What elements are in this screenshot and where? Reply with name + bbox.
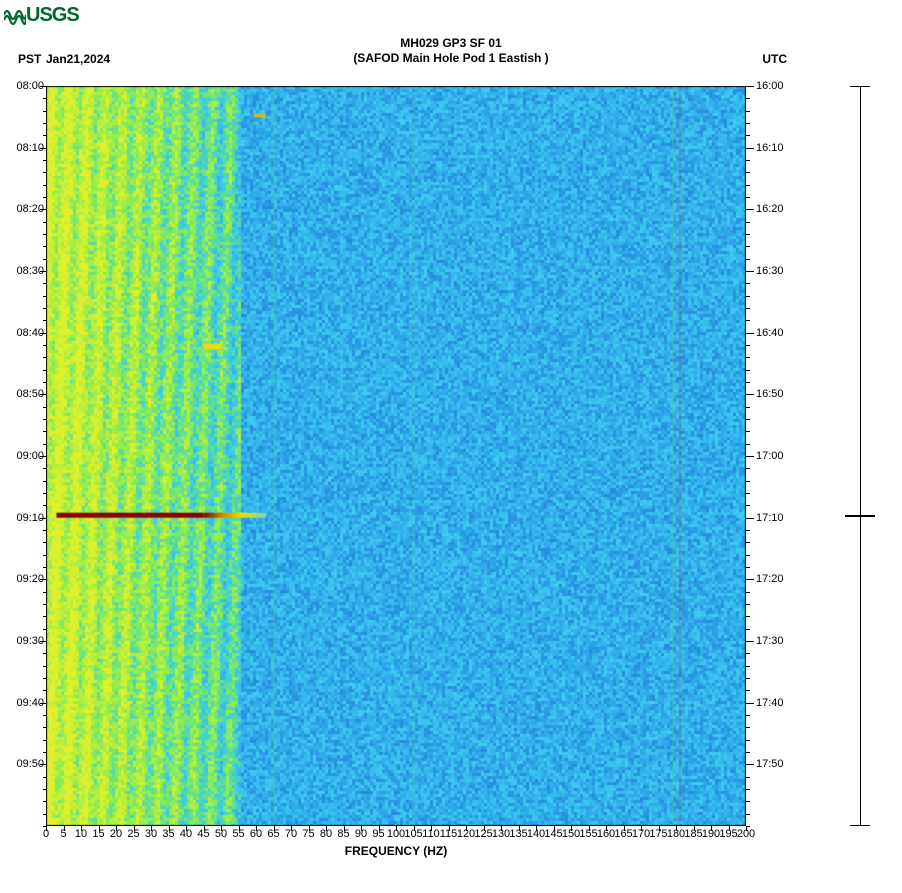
y-left-label: 08:20 [16, 203, 44, 215]
x-label: 195 [719, 828, 737, 840]
y-right-label: 16:40 [756, 327, 784, 339]
y-right-label: 17:10 [756, 512, 784, 524]
x-label: 65 [267, 828, 279, 840]
x-label: 180 [667, 828, 685, 840]
x-label: 50 [215, 828, 227, 840]
y-right-label: 17:20 [756, 573, 784, 585]
y-left-label: 08:00 [16, 80, 44, 92]
x-axis-title: FREQUENCY (HZ) [46, 844, 746, 858]
x-label: 20 [110, 828, 122, 840]
y-axis-right-labels: 16:0016:1016:2016:3016:4016:5017:0017:10… [756, 86, 796, 826]
x-label: 70 [285, 828, 297, 840]
y-left-label: 08:40 [16, 327, 44, 339]
scalebar-event-tick [845, 515, 875, 517]
x-label: 80 [320, 828, 332, 840]
spectrogram-canvas [46, 86, 746, 826]
x-label: 120 [457, 828, 475, 840]
pst-label: PST [18, 52, 41, 66]
utc-label: UTC [762, 52, 787, 66]
x-label: 55 [232, 828, 244, 840]
spectrogram-plot [46, 86, 746, 826]
y-right-label: 16:10 [756, 142, 784, 154]
y-left-label: 08:50 [16, 388, 44, 400]
x-label: 125 [474, 828, 492, 840]
title-line1: MH029 GP3 SF 01 [0, 36, 902, 51]
x-label: 135 [509, 828, 527, 840]
y-right-label: 16:50 [756, 388, 784, 400]
x-label: 190 [702, 828, 720, 840]
x-label: 115 [440, 828, 458, 840]
x-label: 100 [387, 828, 405, 840]
x-label: 200 [737, 828, 755, 840]
x-label: 5 [60, 828, 66, 840]
y-right-label: 17:00 [756, 450, 784, 462]
x-label: 85 [337, 828, 349, 840]
x-label: 15 [92, 828, 104, 840]
scalebar-top-tick [850, 86, 870, 87]
x-label: 165 [614, 828, 632, 840]
x-label: 95 [372, 828, 384, 840]
logo-text: USGS [26, 4, 79, 26]
x-label: 60 [250, 828, 262, 840]
x-label: 110 [422, 828, 440, 840]
x-label: 25 [127, 828, 139, 840]
y-right-label: 17:50 [756, 758, 784, 770]
y-right-label: 16:30 [756, 265, 784, 277]
scalebar-line [860, 86, 861, 826]
x-label: 0 [43, 828, 49, 840]
x-label: 140 [527, 828, 545, 840]
x-label: 10 [75, 828, 87, 840]
scalebar-bottom-tick [850, 825, 870, 826]
time-scalebar [850, 86, 880, 826]
y-left-label: 09:20 [16, 573, 44, 585]
y-left-label: 09:50 [16, 758, 44, 770]
y-axis-left-labels: 08:0008:1008:2008:3008:4008:5009:0009:10… [4, 86, 44, 826]
x-label: 175 [649, 828, 667, 840]
x-label: 40 [180, 828, 192, 840]
y-left-label: 08:30 [16, 265, 44, 277]
y-axis-right-ticks [746, 86, 756, 826]
x-label: 150 [562, 828, 580, 840]
x-label: 170 [632, 828, 650, 840]
y-left-label: 09:40 [16, 697, 44, 709]
usgs-logo: USGS [4, 4, 79, 27]
date-label: Jan21,2024 [46, 52, 110, 66]
y-right-label: 16:00 [756, 80, 784, 92]
x-label: 75 [302, 828, 314, 840]
x-label: 35 [162, 828, 174, 840]
x-label: 130 [492, 828, 510, 840]
x-label: 155 [579, 828, 597, 840]
x-label: 185 [684, 828, 702, 840]
y-left-label: 09:30 [16, 635, 44, 647]
x-label: 105 [404, 828, 422, 840]
x-label: 90 [355, 828, 367, 840]
y-left-label: 09:00 [16, 450, 44, 462]
x-label: 30 [145, 828, 157, 840]
y-right-label: 16:20 [756, 203, 784, 215]
y-left-label: 09:10 [16, 512, 44, 524]
x-label: 160 [597, 828, 615, 840]
x-axis-labels: 0510152025303540455055606570758085909510… [46, 828, 746, 842]
x-label: 45 [197, 828, 209, 840]
x-label: 145 [544, 828, 562, 840]
y-left-label: 08:10 [16, 142, 44, 154]
usgs-wave-icon [4, 6, 26, 26]
y-right-label: 17:30 [756, 635, 784, 647]
y-right-label: 17:40 [756, 697, 784, 709]
